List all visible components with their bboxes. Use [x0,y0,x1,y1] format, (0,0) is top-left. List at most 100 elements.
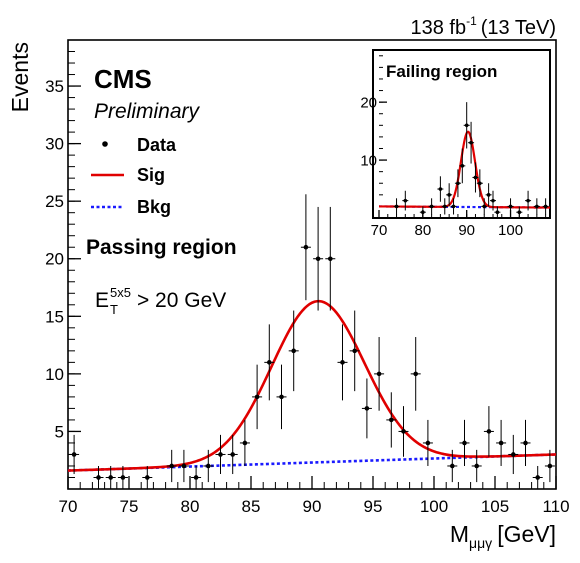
data-point [496,419,507,466]
y-tick-label: 20 [45,250,64,269]
legend-bkg-label: Bkg [137,197,171,217]
data-point [288,310,299,392]
data-point [485,183,492,207]
data-point [215,434,226,475]
data-point [166,449,177,483]
data-marker [429,204,434,209]
data-point [494,206,501,218]
data-marker [267,360,272,365]
x-tick-label: 95 [364,497,383,516]
data-point [337,324,348,401]
data-marker [364,406,370,411]
data-marker [517,210,522,215]
y-tick-label: 10 [360,152,377,169]
data-point [533,198,540,215]
y-tick-label: 15 [45,307,64,326]
bkg-curve [67,453,557,472]
data-point [393,198,400,215]
data-marker [230,452,235,457]
y-tick-label: 10 [45,365,64,384]
data-marker [478,181,482,186]
data-point [349,310,360,392]
data-marker [421,210,425,215]
inset-x-tick-labels: 70 80 90 100 [371,222,523,239]
data-point [476,169,483,198]
legend: Data Sig Bkg [91,135,177,217]
x-tick-label: 80 [415,222,432,239]
data-point [410,337,421,411]
data-marker [447,193,451,197]
data-marker [469,140,473,145]
data-point [437,176,444,202]
data-point [398,406,409,457]
y-tick-label: 25 [45,192,64,211]
data-marker [523,440,528,446]
inset-sig-curve [378,130,550,209]
data-marker [543,204,548,209]
x-tick-label: 85 [242,497,261,516]
data-point [463,102,470,149]
data-marker [464,123,469,128]
inset-data-points [393,102,549,218]
sig-curve [67,299,557,472]
data-marker [451,204,456,209]
data-point [105,465,116,489]
data-marker [242,440,248,446]
x-tick-label: 70 [59,497,78,516]
data-point [532,465,543,489]
data-point [483,406,494,457]
data-point [516,206,523,218]
data-point [361,378,372,439]
preliminary-label: Preliminary [94,100,201,123]
data-marker [96,475,101,480]
data-point [419,206,426,218]
x-tick-label: 100 [498,222,523,239]
data-point [178,449,189,483]
inset-panel: 70 80 90 100 10 20 Failing region [360,49,551,239]
data-marker [511,452,516,457]
data-point [520,419,531,466]
data-points [69,194,555,489]
data-point [481,198,488,215]
data-marker [508,204,513,209]
x-tick-label: 75 [120,497,139,516]
data-marker [442,204,447,209]
data-point [325,206,336,311]
data-point [508,434,519,475]
data-marker [462,440,467,446]
data-point [468,121,475,164]
data-point [525,190,532,211]
lumi-label: 138 fb-1 (13 TeV) [410,14,556,39]
data-point [227,434,238,475]
data-marker [401,429,406,434]
data-marker [291,348,297,354]
data-marker [438,187,443,191]
data-marker [340,360,345,365]
y-axis-label: Events [7,42,33,112]
data-marker [193,475,199,480]
data-point [447,449,458,483]
x-axis-label: Mμμγ [GeV] [450,521,556,551]
data-point [142,465,153,489]
data-marker [456,181,460,186]
data-marker [413,371,419,377]
data-marker [120,475,126,480]
data-marker [535,204,539,209]
axis-ticks [67,39,557,490]
data-marker [71,452,77,457]
data-point [446,183,453,207]
data-marker [474,463,480,469]
data-point [69,434,80,475]
y-tick-label: 5 [55,422,64,441]
data-point [239,419,250,466]
data-point [300,194,311,301]
data-point [252,364,263,430]
data-point [542,198,549,215]
data-marker [279,394,284,400]
x-tick-label: 90 [303,497,322,516]
data-marker [450,463,455,469]
data-point [441,198,448,215]
data-point [93,465,104,489]
data-point [203,449,214,483]
data-point [117,465,128,489]
